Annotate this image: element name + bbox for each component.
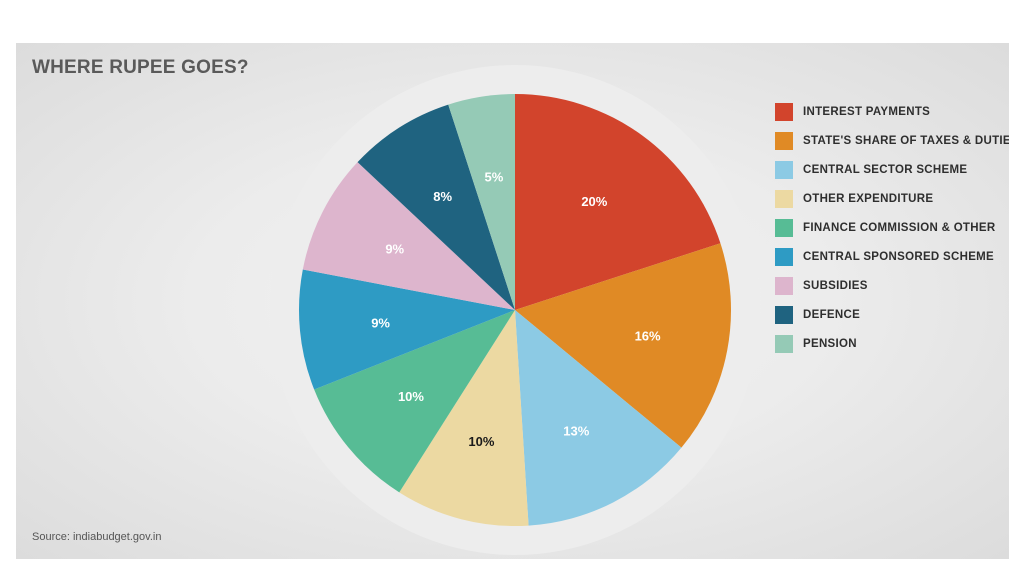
legend-item: CENTRAL SPONSORED SCHEME [775,242,1009,271]
slice-value-label: 10% [468,434,494,449]
pie-slice-3 [515,310,682,526]
legend-label: OTHER EXPENDITURE [803,192,934,205]
chart-legend: INTEREST PAYMENTS STATE'S SHARE OF TAXES … [775,97,1009,358]
legend-label: PENSION [803,337,857,350]
slice-value-label: 16% [635,328,661,343]
legend-item: INTEREST PAYMENTS [775,97,1009,126]
pie-slice-7 [302,162,515,310]
legend-item: OTHER EXPENDITURE [775,184,1009,213]
slice-value-label: 9% [385,242,404,257]
infographic-panel: WHERE RUPEE GOES? 20% 16% 13% 10% 10% 9% 9% 8% 5… [16,43,1009,559]
pie-slices [298,94,732,526]
legend-label: CENTRAL SPONSORED SCHEME [803,250,995,263]
pie-slice-2 [515,243,732,448]
legend-swatch [775,102,793,121]
legend-item: STATE'S SHARE OF TAXES & DUTIES [775,126,1009,155]
legend-label: STATE'S SHARE OF TAXES & DUTIES [803,134,1009,147]
pie-slice-9 [448,94,515,310]
source-note: Source: indiabudget.gov.in [32,531,162,543]
pie-labels: 20% 16% 13% 10% 10% 9% 9% 8% 5% [371,170,661,449]
legend-swatch [775,189,793,208]
legend-label: CENTRAL SECTOR SCHEME [803,163,968,176]
legend-label: FINANCE COMMISSION & OTHER [803,221,996,234]
pie-slice-1 [515,94,721,310]
chart-title: WHERE RUPEE GOES? [32,57,249,78]
slice-value-label: 9% [371,316,390,331]
slice-value-label: 20% [581,194,607,209]
legend-item: PENSION [775,329,1009,358]
legend-swatch [775,218,793,237]
slice-value-label: 13% [563,423,589,438]
legend-swatch [775,131,793,150]
legend-label: SUBSIDIES [803,279,868,292]
legend-swatch [775,160,793,179]
legend-item: CENTRAL SECTOR SCHEME [775,155,1009,184]
pie-slice-4 [399,310,529,526]
legend-label: INTEREST PAYMENTS [803,105,931,118]
legend-swatch [775,276,793,295]
legend-item: FINANCE COMMISSION & OTHER [775,213,1009,242]
legend-item: SUBSIDIES [775,271,1009,300]
legend-swatch [775,334,793,353]
legend-swatch [775,305,793,324]
pie-slice-8 [357,104,515,310]
legend-swatch [775,247,793,266]
slice-value-label: 8% [433,189,452,204]
legend-label: DEFENCE [803,308,861,321]
pie-slice-5 [314,310,515,493]
legend-item: DEFENCE [775,300,1009,329]
slice-value-label: 5% [484,170,503,185]
slice-value-label: 10% [398,389,424,404]
pie-chart: 20% 16% 13% 10% 10% 9% 9% 8% 5% [270,65,760,555]
pie-slice-6 [298,269,515,390]
